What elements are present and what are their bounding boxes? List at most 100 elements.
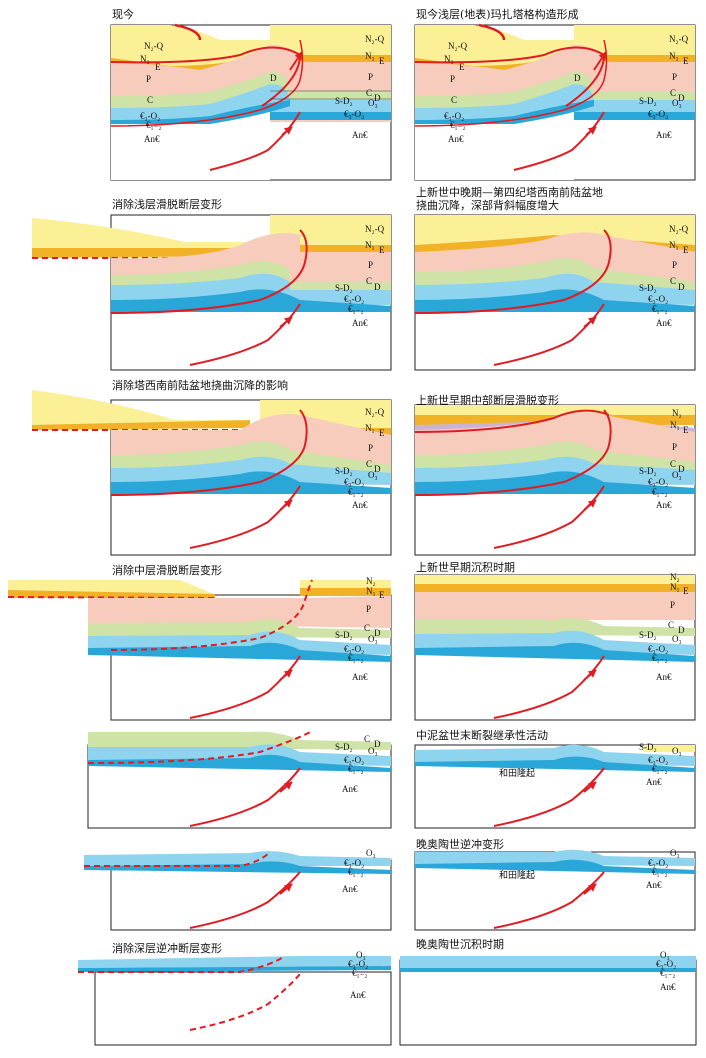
label-d2: D [374,739,381,749]
panel-present: N₂-Q N₁ E P C D €₃-O₂ €₁₋₂ An€ N₂-Q N₁ E… [110,23,392,181]
label-cambrian2: €₃-O₂ [648,294,668,304]
label-o: O₃ [672,98,682,108]
label-basement2: An€ [352,130,368,140]
label-p2: P [670,600,675,610]
label-e: E [155,62,161,72]
label-p2: P [368,72,373,82]
label-hetian-uplift: 和田隆起 [499,767,535,779]
label-cambrian2: €₃-O₂ [656,959,676,969]
label-nq: N₂-Q [448,41,468,51]
label-c2: C [670,88,676,98]
label-p2: P [672,442,677,452]
label-e2: E [379,428,385,438]
label-basement2: An€ [656,130,672,140]
label-nq2: N₂-Q [365,34,385,44]
label-p2: P [672,72,677,82]
label-basement2: An€ [352,318,368,328]
label-c: C [147,95,153,105]
label-e2: E [683,245,689,255]
label-n12: N₁ [365,240,375,250]
label-cambrian: €₃-O₂ [444,111,464,121]
label-cambrian2: €₃-O₂ [348,959,368,969]
label-c2: C [670,459,676,469]
panel-ordovician-deposition: O₃ €₃-O₂ €₁₋₂ An€ [399,950,697,1046]
panel-middle-detachment: N₂ N₁ E P C D S-D₂ O₃ €₃-O₂ €₁₋₂ An€ [414,404,696,556]
label-n12: N₁ [365,423,375,433]
label-o: O₃ [368,634,378,644]
label-d2: D [374,464,381,474]
label-cambrian2: €₃-O₂ [344,644,364,654]
label-d2: D [374,628,381,638]
label-basement: An€ [144,134,160,144]
panel-early-pliocene: N₂ N₁ E P C D S-D₂ O₃ €₃-O₂ €₁₋₂ An€ [414,572,696,721]
label-cambrian2: €₃-O₂ [344,294,364,304]
label-cambrian2: €₃-O₂ [648,858,668,868]
label-basement2: An€ [656,318,672,328]
label-c2: C [668,620,674,630]
label-basement: An€ [448,134,464,144]
label-n1: N₁ [444,54,454,64]
label-c2: C [364,623,370,633]
label-p: P [146,74,151,84]
label-sd: S-D₂ [639,283,657,293]
label-e2: E [379,56,385,66]
label-lower: €₁₋₂ [660,968,676,978]
label-p2: P [672,260,677,270]
label-p2: P [368,260,373,270]
label-basement2: An€ [342,884,358,894]
panel-title: 现今浅层(地表)玛扎塔格构造形成 [416,8,579,21]
label-nq2: N₂-Q [669,34,689,44]
label-o: O₃ [368,746,378,756]
label-basement2: An€ [660,982,676,992]
label-nq2: N₂ [672,408,682,418]
panel-title: 上新世中晚期—第四纪塔西南前陆盆地 挠曲沉降，深部背斜幅度增大 [416,186,603,212]
label-p2: P [368,443,373,453]
label-d2: D [374,282,381,292]
label-sd: S-D₂ [335,630,353,640]
label-lower: €₁₋₂ [652,304,668,314]
label-sd: S-D₂ [335,742,353,752]
label-o: O₃ [672,746,682,756]
label-cambrian2: €₃-O₂ [344,477,364,487]
label-lower: €₁₋₂ [352,968,368,978]
panel-title: 晚奥陶世沉积时期 [416,938,504,951]
label-basement2: An€ [656,672,672,682]
panel-title: 消除深层逆冲断层变形 [112,942,222,955]
label-nq2: N₂-Q [365,407,385,417]
panel-ordovician-thrust-left: O₃ €₃-O₂ €₁₋₂ An€ [84,848,392,931]
label-n12: N₁ [669,240,679,250]
label-d2: D [678,93,685,103]
label-c2: C [366,459,372,469]
label-basement2: An€ [352,500,368,510]
label-d: D [574,73,581,83]
label-basement2: An€ [350,990,366,1000]
label-lower: €₁₋₂ [450,120,466,130]
label-d2: D [374,93,381,103]
panel-title: 中泥盆世末断裂继承性活动 [416,729,548,742]
label-sd: S-D₂ [639,742,657,752]
label-p: P [450,74,455,84]
label-c2: C [366,88,372,98]
label-nq: N₂-Q [144,41,164,51]
panel-mazatag-formation: N₂-Q N₁ E P C D €₃-O₂ €₁₋₂ An€ N₂-Q N₁ E… [414,23,696,181]
label-n12: N₁ [670,420,680,430]
label-cambrian2: €₃-O₂ [344,109,364,119]
label-sd: S-D₂ [639,630,657,640]
label-lower: €₁₋₂ [348,487,364,497]
panel-devonian-removed: C D S-D₂ O₃ €₃-O₂ €₁₋₂ An€ [87,731,392,829]
label-sd: S-D₂ [639,96,657,106]
label-c2: C [670,276,676,286]
label-d: D [270,73,277,83]
panel-remove-subsidence: N₂-Q N₁ E P C D S-D₂ O₃ €₃-O₂ €₁₋₂ An€ [32,390,392,556]
label-o: O₃ [672,470,682,480]
label-sd: S-D₂ [335,283,353,293]
label-nq2: N₂ [670,572,680,582]
label-basement2: An€ [352,672,368,682]
label-c: C [451,95,457,105]
label-lower: €₁₋₂ [652,764,668,774]
panel-ordovician-thrust: O₃ €₃-O₂ €₁₋₂ An€ 和田隆起 [414,848,696,931]
label-basement2: An€ [656,500,672,510]
label-cambrian2: €₃-O₂ [344,858,364,868]
label-o: O₃ [366,848,376,858]
label-c2: C [364,734,370,744]
